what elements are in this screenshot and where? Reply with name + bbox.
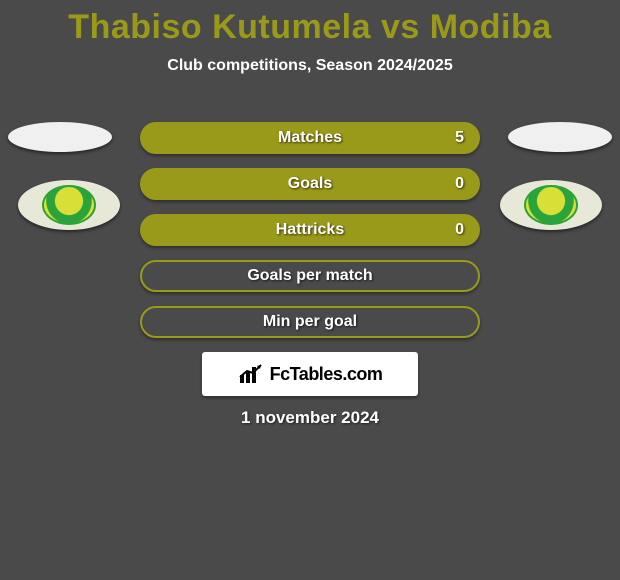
stat-value: 0 [455,175,464,193]
date-label: 1 november 2024 [0,408,620,428]
branding-text: FcTables.com [270,364,383,385]
stat-row-min-per-goal: Min per goal [140,306,480,338]
stat-label: Goals per match [247,267,372,285]
stat-label: Goals [288,175,332,193]
stat-row-hattricks: Hattricks 0 [140,214,480,246]
stats-container: Matches 5 Goals 0 Hattricks 0 Goals per … [140,122,480,352]
chart-logo-icon [238,363,264,385]
stat-label: Min per goal [263,313,357,331]
branding-box: FcTables.com [202,352,418,396]
badge-icon [524,185,578,225]
badge-icon [42,185,96,225]
page-subtitle: Club competitions, Season 2024/2025 [0,57,620,75]
stat-label: Hattricks [276,221,344,239]
page-title: Thabiso Kutumela vs Modiba [0,0,620,47]
right-player-avatar [508,122,612,152]
left-player-avatar [8,122,112,152]
stat-row-goals: Goals 0 [140,168,480,200]
stat-row-matches: Matches 5 [140,122,480,154]
stat-label: Matches [278,129,342,147]
right-team-badge [500,180,602,230]
left-team-badge [18,180,120,230]
stat-value: 0 [455,221,464,239]
stat-value: 5 [455,129,464,147]
stat-row-goals-per-match: Goals per match [140,260,480,292]
